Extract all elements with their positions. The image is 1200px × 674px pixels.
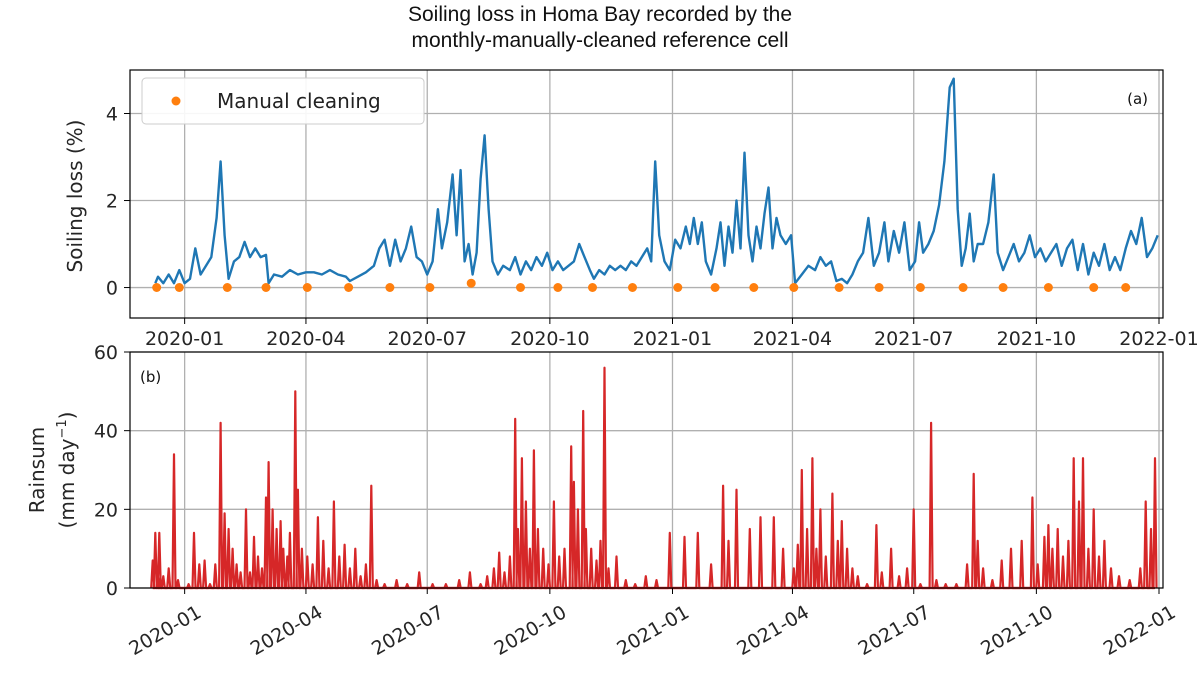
unit-exponent: −1 (55, 419, 70, 438)
manual-cleaning-marker (344, 283, 354, 292)
manual-cleaning-marker (915, 283, 925, 292)
x-tick-label: 2020-07 (368, 601, 448, 660)
legend-label-manual-cleaning: Manual cleaning (217, 89, 381, 113)
manual-cleaning-marker (261, 283, 271, 292)
x-tick-label: 2022-01 (1100, 601, 1180, 660)
manual-cleaning-marker (222, 283, 232, 292)
manual-cleaning-marker (553, 283, 563, 292)
x-tick-label: 2020-01 (145, 328, 224, 350)
manual-cleaning-marker (710, 283, 720, 292)
manual-cleaning-marker (834, 283, 844, 292)
manual-cleaning-marker (1089, 283, 1099, 292)
unit-base: (mm day (55, 438, 79, 528)
x-tick-label: 2020-04 (266, 328, 345, 350)
x-tick-label: 2021-10 (997, 328, 1076, 350)
x-tick-label: 2021-10 (977, 601, 1057, 660)
panel-b-frame (129, 351, 1164, 589)
legend: Manual cleaning (141, 77, 425, 125)
manual-cleaning-marker (152, 283, 162, 292)
panel-b: 0 20 40 60 2020-01 2020-04 2020-07 2020-10 2021… (25, 342, 1180, 660)
panel-b-series (150, 366, 1158, 590)
manual-cleaning-marker (516, 283, 525, 292)
unit-close: ) (55, 412, 79, 420)
x-tick-label: 2020-10 (510, 328, 589, 350)
chart-title-line-2: monthly-manually-cleaned reference cell (411, 29, 789, 52)
panel-b-label: (b) (140, 368, 161, 386)
y-tick-label: 40 (94, 421, 118, 443)
legend-box (141, 77, 425, 125)
panel-a-grid (130, 70, 1163, 318)
manual-cleaning-marker (998, 283, 1008, 292)
chart-title-line-1: Soiling loss in Homa Bay recorded by the (407, 3, 793, 26)
x-tick-label: 2022-01 (1119, 328, 1198, 350)
x-tick-label: 2020-07 (388, 328, 467, 350)
x-tick-label: 2021-04 (753, 328, 832, 350)
panel-a-label: (a) (1127, 90, 1148, 108)
manual-cleaning-marker (588, 283, 597, 292)
panel-a-y-ticks: 0 2 4 (106, 104, 130, 300)
manual-cleaning-marker (958, 283, 968, 292)
manual-cleaning-marker (1121, 283, 1131, 292)
y-tick-label: 20 (94, 499, 118, 521)
manual-cleaning-marker (789, 283, 799, 292)
manual-cleaning-marker (1043, 283, 1053, 292)
manual-cleaning-marker (174, 283, 184, 292)
chart-title: Soiling loss in Homa Bay recorded by the… (0, 2, 1200, 54)
manual-cleaning-marker (466, 278, 476, 288)
panel-a-x-ticks: 2020-01 2020-04 2020-07 2020-10 2021-01 2021-… (145, 318, 1199, 350)
soiling-loss-line (154, 77, 1159, 285)
panel-a-series (152, 77, 1159, 292)
panel-b-y-axis-unit: (mm day−1) (55, 412, 79, 529)
rainfall-line (150, 366, 1158, 590)
x-tick-label: 2021-07 (874, 328, 953, 350)
panel-b-grid (130, 351, 1163, 589)
manual-cleaning-marker (673, 283, 683, 292)
legend-marker-manual-cleaning (171, 96, 181, 106)
x-tick-label: 2020-04 (247, 601, 327, 660)
manual-cleaning-marker (749, 283, 759, 292)
panel-a: 024 2020-01 2020-04 2020-07 2020-10 2021-01 2… (63, 69, 1199, 350)
y-tick-label: 0 (106, 578, 118, 600)
panel-b-y-axis-label: Rainsum (25, 427, 49, 514)
x-tick-label: 2020-01 (125, 601, 205, 660)
y-tick-label: 0 (106, 278, 118, 300)
x-tick-label: 2020-10 (491, 601, 571, 660)
panel-b-y-ticks: 0 20 40 60 (94, 342, 130, 600)
manual-cleaning-marker (385, 283, 395, 292)
manual-cleaning-marker (874, 283, 884, 292)
x-tick-label: 2021-07 (854, 601, 934, 660)
manual-cleaning-marker (302, 283, 312, 292)
x-tick-label: 2021-01 (633, 328, 712, 350)
manual-cleaning-marker (425, 283, 435, 292)
y-tick-label: 60 (94, 342, 118, 364)
panel-a-y-axis-label: Soiling loss (%) (63, 120, 87, 273)
y-tick-label: 4 (106, 104, 118, 126)
manual-cleaning-marker (628, 283, 637, 292)
y-tick-label: 2 (106, 191, 118, 213)
panel-b-x-ticks: 2020-01 2020-04 2020-07 2020-10 2021-01 2021-… (125, 588, 1180, 660)
panel-a-frame (129, 69, 1164, 319)
x-tick-label: 2021-04 (733, 601, 813, 660)
x-tick-label: 2021-01 (613, 601, 693, 660)
